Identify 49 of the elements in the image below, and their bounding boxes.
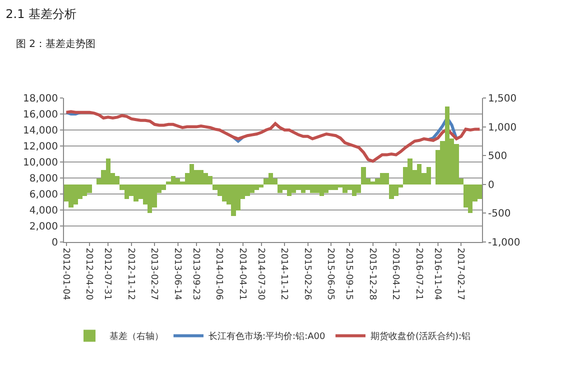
y2-tick-label: 0 [488,180,494,191]
y-tick-label: 10,000 [23,158,58,168]
y-tick-label: 16,000 [23,110,58,120]
y2-tick-label: 1,000 [488,122,517,134]
chart-title: 2.1 基差分析 [6,6,77,21]
x-tick-label: 2014-07-30 [255,248,266,300]
x-tick-label: 2016-04-12 [390,248,400,300]
bar [222,184,227,202]
bar [189,164,194,184]
line-series [64,110,482,163]
x-tick-label: 2015-02-26 [302,248,312,300]
y-tick-label: 0 [52,238,58,248]
chart-subtitle: 图 2：基差走势图 [16,38,96,50]
y2-tick-label: 1,500 [488,94,517,104]
y-tick-label: 8,000 [29,174,58,184]
x-tick-label: 2016-11-04 [432,248,442,300]
y-tick-label: 12,000 [23,142,58,152]
legend-label: 期货收盘价(活跃合约):铝 [370,331,471,342]
bar [208,176,213,184]
bar [352,184,357,196]
legend-label: 长江有色市场:平均价:铝:A00 [208,331,326,342]
y2-tick-label: -1,000 [488,238,520,248]
x-tick-label: 2015-06-05 [325,248,336,300]
y2-tick-label: -500 [488,208,511,220]
x-tick-label: 2012-11-12 [125,248,136,300]
y-tick-label: 6,000 [29,190,58,200]
y-tick-label: 18,000 [23,94,58,104]
x-tick-label: 2013-06-14 [172,248,182,300]
x-tick-label: 2015-12-28 [366,248,377,300]
x-tick-label: 2014-01-06 [214,248,224,300]
bar [254,184,260,190]
bar [384,172,390,184]
x-tick-label: 2013-09-23 [190,248,200,300]
bar [319,184,324,196]
x-tick-label: 2012-04-20 [84,248,94,300]
y-tick-label: 2,000 [29,222,58,232]
x-tick-label: 2012-01-04 [60,248,70,300]
y-tick-label: 4,000 [29,206,58,216]
y2-tick-label: 500 [488,151,508,162]
x-tick-label: 2015-09-15 [344,248,354,300]
bar [286,184,292,196]
x-tick-label: 2017-02-17 [455,248,466,300]
x-tick-label: 2014-11-12 [278,248,289,300]
x-tick-label: 2012-07-31 [102,248,112,300]
x-tick-label: 2013-02-27 [148,248,159,300]
x-tick-label: 2014-04-21 [236,248,247,300]
x-tick-label: 2016-07-21 [413,248,424,300]
legend-label: 基差（右轴） [110,331,164,342]
y-tick-label: 14,000 [23,126,58,136]
